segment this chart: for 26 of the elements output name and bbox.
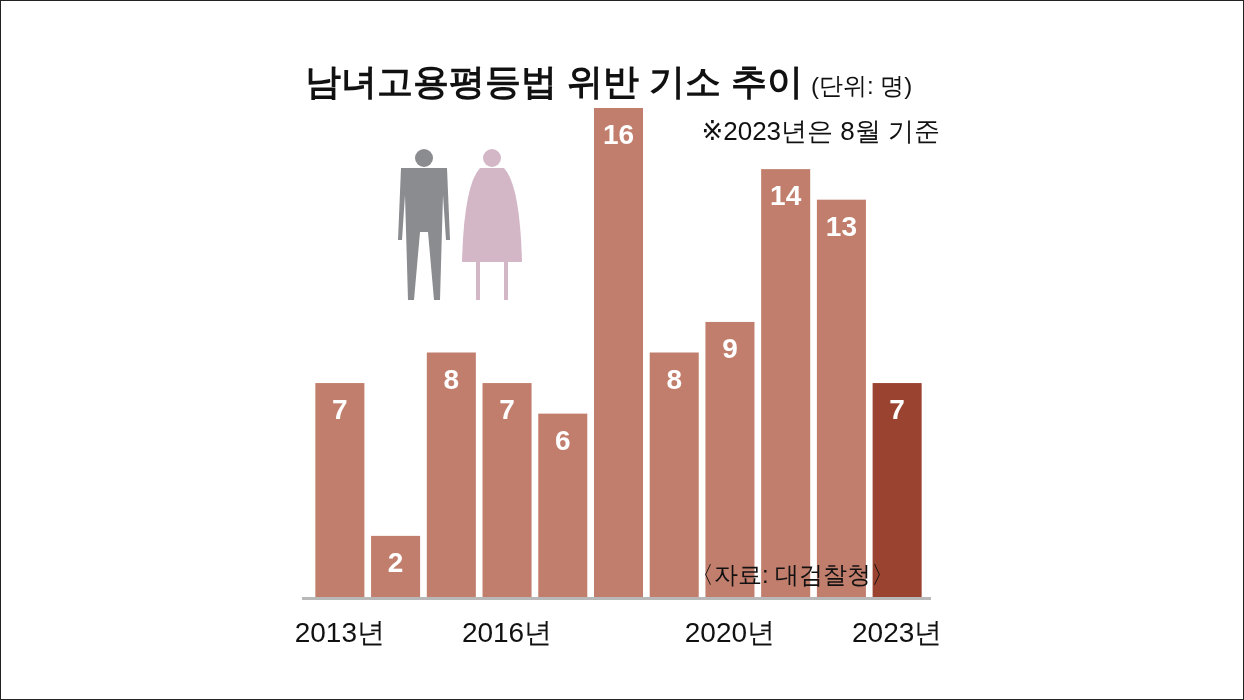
bar: [426, 352, 476, 597]
x-tick-label: 2020년: [684, 617, 776, 648]
bar: [482, 383, 532, 597]
data-label: 16: [602, 119, 635, 150]
data-label: 8: [666, 363, 683, 395]
data-label: 13: [825, 210, 857, 242]
x-tick-label: 2016년: [461, 617, 553, 648]
x-tick-label: 2023년: [851, 617, 943, 648]
data-label: 7: [499, 394, 515, 426]
bar: [371, 535, 421, 597]
bar: [315, 383, 365, 597]
data-label: 8: [443, 363, 460, 395]
bar: [649, 352, 699, 597]
data-label: 7: [332, 394, 348, 426]
data-label: 2: [387, 546, 404, 578]
x-tick-label: 2013년: [294, 617, 386, 648]
data-label: 7: [889, 394, 905, 426]
data-label: 9: [722, 332, 738, 364]
data-label: 14: [770, 180, 802, 212]
annotation: ※2023년은 8월 기준: [701, 116, 940, 146]
bar: [538, 413, 588, 597]
bar: [872, 383, 922, 597]
data-label: 6: [554, 424, 571, 456]
chart-subtitle: (단위: 명): [811, 72, 913, 99]
chart-title: 남녀고용평등법 위반 기소 추이: [305, 61, 804, 102]
bar: [593, 108, 644, 597]
